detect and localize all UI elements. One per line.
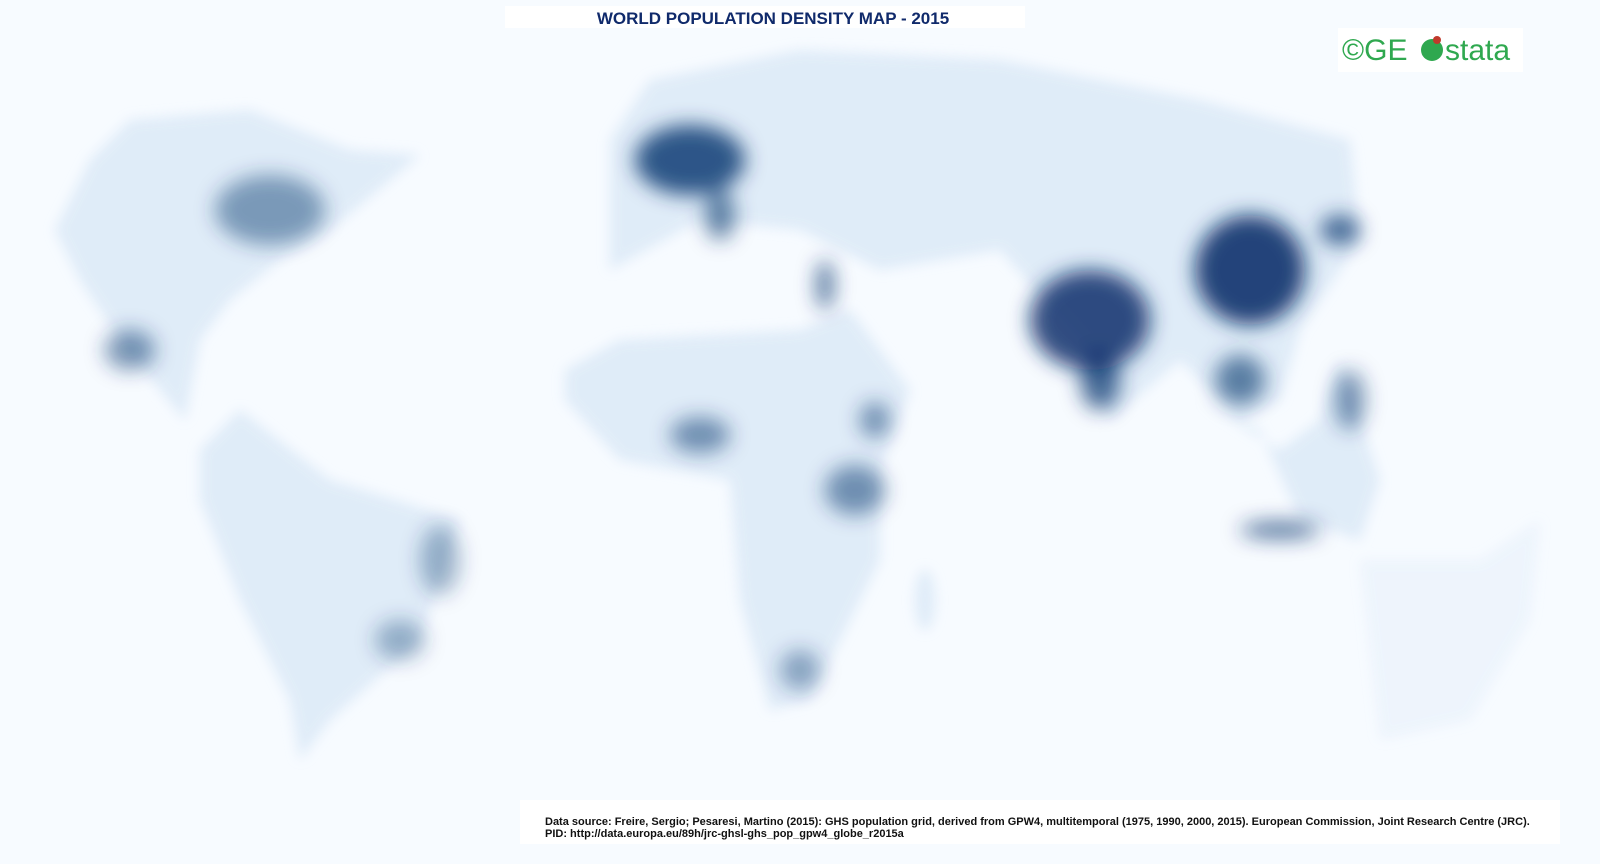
source-line: PID: http://data.europa.eu/89h/jrc-ghsl-… bbox=[545, 828, 905, 840]
land-dense bbox=[105, 125, 1365, 690]
land-sparse bbox=[55, 50, 1540, 760]
logo-globe bbox=[1421, 39, 1443, 61]
title: WORLD POPULATION DENSITY MAP - 2015 bbox=[597, 9, 949, 28]
source-band bbox=[520, 800, 1560, 844]
logo-pin bbox=[1433, 36, 1441, 44]
logo-prefix: ©GE bbox=[1342, 34, 1407, 67]
title-band bbox=[505, 6, 1025, 28]
source-line: Data source: Freire, Sergio; Pesaresi, M… bbox=[545, 816, 1530, 828]
logo-suffix: stata bbox=[1445, 34, 1510, 67]
